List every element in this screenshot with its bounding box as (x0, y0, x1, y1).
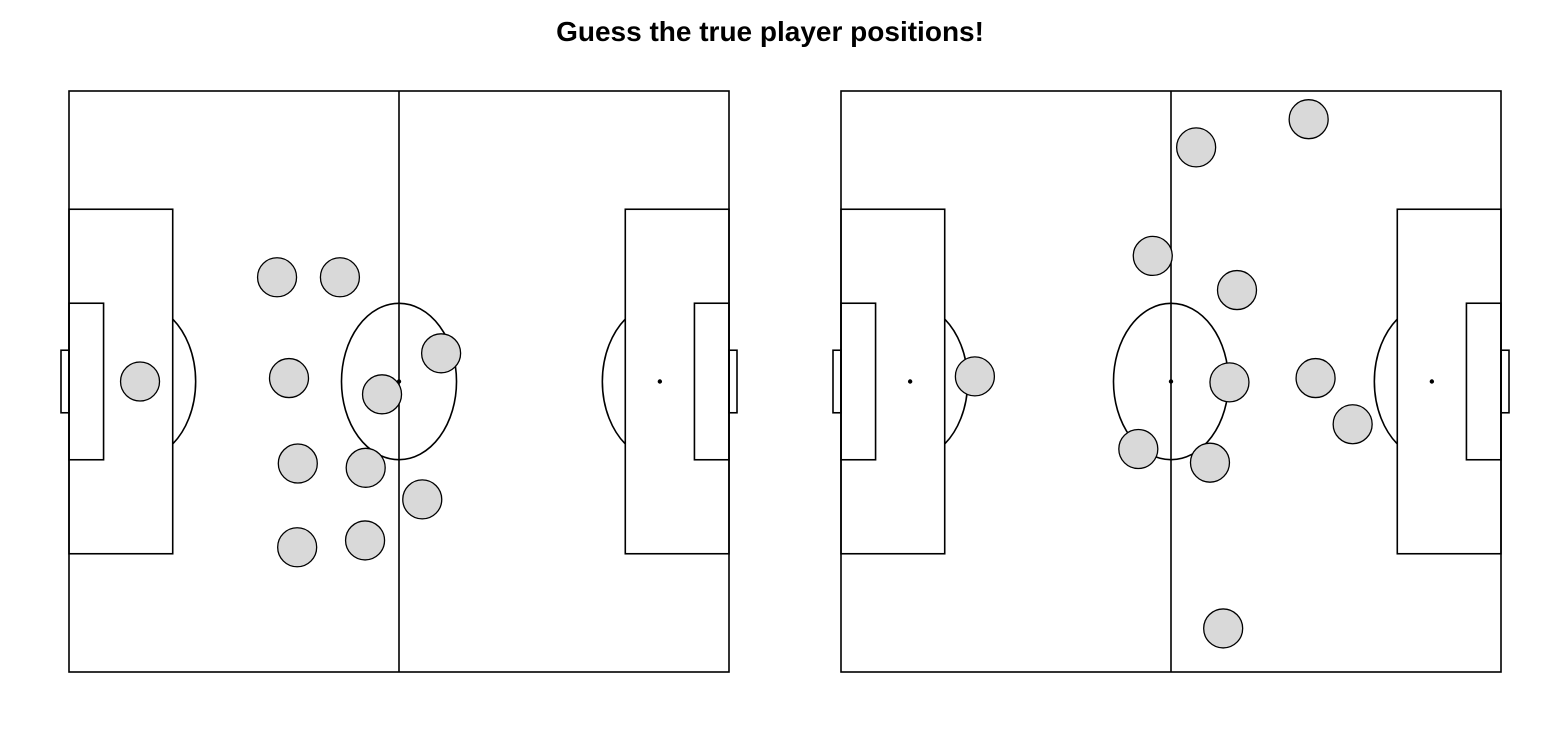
penalty-spot-right (1429, 379, 1435, 384)
player-marker (1295, 357, 1336, 399)
pitch-right (832, 90, 1510, 673)
goal-area-right (693, 302, 730, 461)
pitch-left (60, 90, 738, 673)
penalty-area-right (1396, 208, 1502, 555)
player-marker (1203, 608, 1244, 649)
goal-left (60, 349, 70, 414)
goal-area-left (68, 302, 105, 461)
player-marker (361, 374, 403, 415)
penalty-area-right (624, 208, 730, 555)
page-title: Guess the true player positions! (556, 16, 984, 47)
player-marker (277, 443, 318, 484)
player-marker (954, 356, 996, 397)
player-marker (268, 357, 310, 399)
player-marker (1288, 99, 1329, 140)
penalty-arc-left (172, 318, 197, 445)
player-marker (1216, 269, 1258, 311)
player-marker (1175, 127, 1217, 168)
penalty-area-left (840, 208, 946, 555)
goal-left (832, 349, 842, 414)
goal-right (728, 349, 738, 414)
penalty-arc-right (601, 318, 626, 445)
centre-spot (1168, 379, 1174, 384)
player-marker (344, 520, 386, 561)
player-marker (1332, 404, 1373, 445)
player-marker (1209, 362, 1250, 403)
player-marker (1132, 235, 1173, 277)
goal-area-left (840, 302, 877, 461)
goal-area-right (1465, 302, 1502, 461)
penalty-spot-right (657, 379, 663, 384)
penalty-spot-left (907, 379, 913, 384)
player-marker (402, 479, 443, 520)
player-marker (277, 527, 318, 568)
goal-right (1500, 349, 1510, 414)
player-marker (319, 257, 361, 298)
centre-circle (340, 302, 458, 461)
player-marker (256, 257, 298, 298)
player-marker (1189, 442, 1231, 483)
player-marker (420, 333, 462, 374)
player-marker (345, 447, 386, 488)
player-marker (119, 361, 161, 402)
penalty-arc-right (1373, 318, 1398, 445)
player-marker (1118, 428, 1159, 470)
